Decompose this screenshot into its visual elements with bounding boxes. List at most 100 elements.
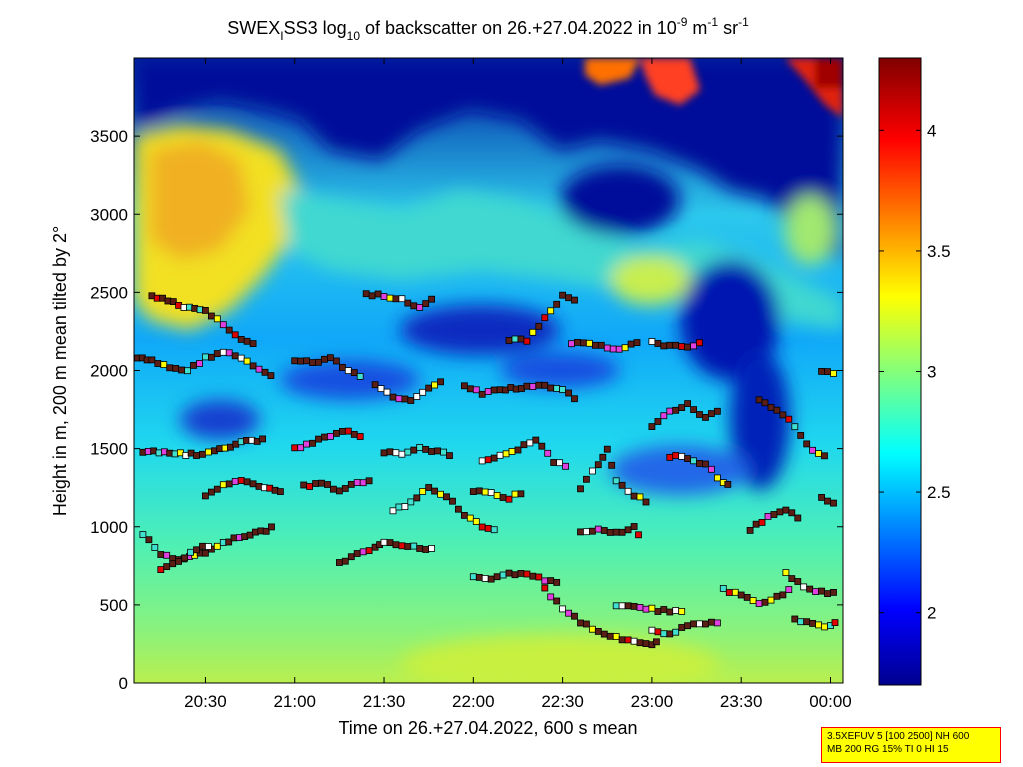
layer-marker xyxy=(249,480,257,488)
layer-marker xyxy=(410,302,418,310)
layer-layer-j xyxy=(335,538,436,566)
layer-layer-l xyxy=(371,378,445,404)
layer-marker xyxy=(654,418,662,425)
layer-marker xyxy=(821,623,828,631)
layer-marker xyxy=(335,559,343,566)
layer-marker xyxy=(475,574,483,581)
layer-marker xyxy=(392,295,400,303)
layer-layer-ac xyxy=(719,585,793,607)
layer-marker xyxy=(830,499,837,507)
layer-marker xyxy=(386,294,394,302)
layer-marker xyxy=(416,545,424,552)
y-tick-label: 1500 xyxy=(90,440,128,459)
layer-marker xyxy=(475,487,483,495)
layer-marker xyxy=(635,531,642,539)
layer-marker xyxy=(193,546,200,554)
layer-marker xyxy=(541,314,549,322)
layer-marker xyxy=(154,360,162,367)
layer-marker xyxy=(303,357,311,365)
layer-marker xyxy=(654,608,662,615)
layer-marker xyxy=(431,487,439,495)
layer-marker xyxy=(157,566,165,573)
layer-marker xyxy=(365,547,373,554)
x-axis-title: Time on 26.+27.04.2022, 600 s mean xyxy=(338,718,637,738)
layer-marker xyxy=(577,485,584,493)
layer-marker xyxy=(157,551,165,558)
layer-marker xyxy=(469,573,477,581)
layer-marker xyxy=(791,615,799,623)
layer-marker xyxy=(755,396,763,404)
colorbar-tick-label: 4 xyxy=(927,121,936,140)
layer-marker xyxy=(172,364,180,372)
layer-marker xyxy=(523,382,531,390)
x-tick-label: 23:30 xyxy=(720,692,763,711)
layer-marker xyxy=(660,630,668,638)
layer-marker xyxy=(460,382,468,390)
colorbar-tick-label: 3 xyxy=(927,363,936,382)
layer-marker xyxy=(565,389,572,397)
layer-marker xyxy=(404,299,412,307)
y-tick-label: 2000 xyxy=(90,362,128,381)
layer-marker xyxy=(791,423,799,431)
layer-marker xyxy=(437,378,445,386)
layer-marker xyxy=(603,344,611,352)
layer-marker xyxy=(770,511,778,518)
layer-marker xyxy=(541,584,549,592)
layer-marker xyxy=(684,343,691,351)
layer-marker xyxy=(478,457,486,465)
layer-marker xyxy=(201,306,209,314)
layer-marker xyxy=(431,381,439,389)
layer-marker xyxy=(335,487,343,495)
layer-marker xyxy=(621,344,629,352)
layer-marker xyxy=(636,604,644,611)
layer-marker xyxy=(309,439,317,447)
layer-marker xyxy=(359,479,367,487)
layer-marker xyxy=(163,563,171,570)
layer-marker xyxy=(550,459,558,466)
heatmap-structures xyxy=(134,58,843,683)
layer-marker xyxy=(428,545,436,552)
layer-marker xyxy=(237,335,245,343)
layer-marker xyxy=(338,427,346,435)
layer-marker xyxy=(508,448,516,455)
layer-marker xyxy=(782,569,790,576)
layer-marker xyxy=(502,450,510,458)
layer-marker xyxy=(318,479,325,487)
layer-layer-ai xyxy=(818,367,837,377)
layer-marker xyxy=(724,480,732,488)
layer-marker xyxy=(785,586,793,593)
layer-marker xyxy=(831,619,839,626)
layer-marker xyxy=(800,583,808,591)
layer-layer-p xyxy=(478,436,569,470)
layer-layer-z xyxy=(648,400,721,431)
layer-layer-i xyxy=(300,477,373,495)
layer-marker xyxy=(630,603,638,610)
layer-marker xyxy=(169,560,177,568)
layer-marker xyxy=(666,341,674,349)
layer-marker xyxy=(353,479,361,487)
layer-marker xyxy=(259,435,267,443)
layer-layer-q xyxy=(469,487,525,503)
layer-marker xyxy=(714,619,721,627)
layer-marker xyxy=(562,462,569,470)
layer-marker xyxy=(255,365,263,373)
layer-marker xyxy=(612,602,620,610)
layer-marker xyxy=(395,503,403,511)
y-tick-label: 500 xyxy=(100,596,128,615)
layer-marker xyxy=(696,460,703,467)
layer-marker xyxy=(574,338,581,346)
layer-marker xyxy=(321,433,328,441)
layer-marker xyxy=(599,453,607,461)
layer-marker xyxy=(315,435,322,443)
layer-marker xyxy=(499,571,507,579)
layer-marker xyxy=(589,625,596,633)
layer-marker xyxy=(469,488,477,496)
y-tick-label: 0 xyxy=(119,674,128,693)
layer-marker xyxy=(612,477,620,485)
layer-marker xyxy=(785,415,793,423)
layer-layer-w xyxy=(577,445,650,506)
layer-marker xyxy=(767,403,775,411)
layer-marker xyxy=(297,444,305,452)
layer-marker xyxy=(642,640,650,647)
layer-marker xyxy=(300,481,308,489)
